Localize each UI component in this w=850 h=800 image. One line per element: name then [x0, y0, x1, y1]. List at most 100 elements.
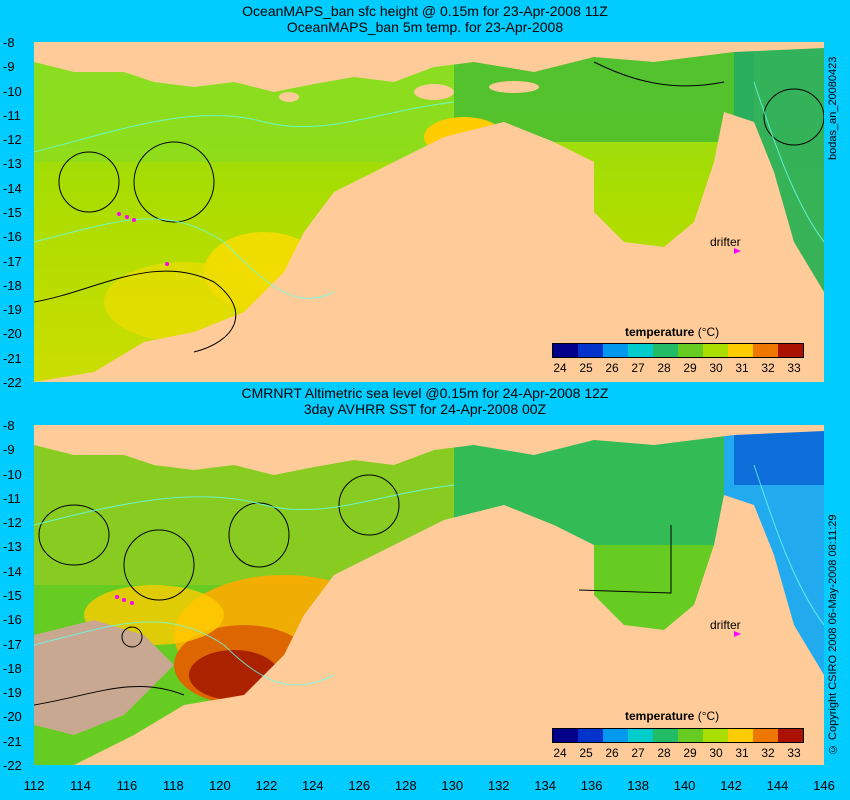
x-tick-label: 120	[209, 778, 231, 793]
bottom-y-tick-label: -20	[3, 709, 22, 725]
top-y-tick-label: -9	[3, 59, 15, 75]
bottom-y-tick-label: -9	[3, 442, 15, 458]
bottom-title-line2: 3day AVHRR SST for 24-Apr-2008 00Z	[303, 401, 547, 417]
top-y-tick-label: -17	[3, 253, 22, 269]
top-drifter-markers	[117, 212, 741, 266]
top-colorbar-tick-label: 31	[735, 361, 749, 375]
bottom-colorbar-swatch	[678, 729, 703, 742]
top-y-tick-label: -22	[3, 375, 22, 390]
bottom-y-tick-label: -12	[3, 515, 22, 531]
bottom-y-tick-label: -11	[3, 490, 21, 506]
bottom-colorbar-tick-label: 26	[605, 746, 619, 760]
top-land-australia	[34, 112, 824, 382]
x-tick-label: 124	[301, 778, 324, 793]
bottom-colorbar-swatch	[628, 729, 653, 742]
top-colorbar-swatch	[753, 344, 778, 357]
top-y-tick-label: -10	[3, 83, 22, 99]
bottom-y-tick-label: -14	[3, 563, 22, 579]
top-y-tick-label: -11	[3, 107, 21, 123]
top-map-canvas	[34, 42, 824, 382]
bottom-colorbar-swatch	[553, 729, 578, 742]
top-colorbar	[552, 343, 804, 358]
bottom-colorbar-tick-label: 30	[709, 746, 723, 760]
top-side-label: bodas_an_20080423	[827, 56, 839, 160]
x-tick-label: 136	[580, 778, 603, 793]
bottom-colorbar-tick-label: 32	[761, 746, 775, 760]
x-tick-label: 114	[70, 778, 91, 793]
x-tick-label: 130	[441, 778, 464, 793]
top-colorbar-tick-label: 25	[579, 361, 593, 375]
bottom-no-data-region	[34, 620, 174, 735]
bottom-legend-title-text: temperature	[625, 709, 695, 723]
x-tick-label: 144	[766, 778, 789, 793]
top-y-tick-label: -16	[3, 229, 22, 245]
top-colorbar-swatch	[578, 344, 603, 357]
bottom-sealevel-contours	[34, 474, 672, 706]
x-tick-label: 146	[813, 778, 835, 793]
bottom-y-tick-label: -19	[3, 685, 22, 701]
bottom-y-tick-label: -13	[3, 539, 22, 555]
bottom-y-tick-label: -17	[3, 636, 22, 652]
top-sealevel-contours	[34, 61, 824, 353]
bottom-colorbar-tick-label: 31	[735, 746, 749, 760]
bottom-land-australia	[74, 495, 824, 765]
bottom-y-tick-label: -10	[3, 466, 22, 482]
top-y-tick-label: -21	[3, 350, 22, 366]
top-colorbar-swatch	[653, 344, 678, 357]
bottom-colorbar-swatch	[778, 729, 803, 742]
bottom-y-tick-label: -16	[3, 612, 22, 628]
bottom-colorbar	[552, 728, 804, 743]
x-tick-label: 134	[534, 778, 557, 793]
top-colorbar-swatch	[603, 344, 628, 357]
bottom-y-tick-label: -8	[3, 418, 15, 433]
bottom-colorbar-tick-label: 25	[579, 746, 593, 760]
top-colorbar-swatch	[728, 344, 753, 357]
top-colorbar-swatch	[678, 344, 703, 357]
x-tick-label: 142	[720, 778, 742, 793]
top-colorbar-swatch	[553, 344, 578, 357]
bottom-drifter-label: drifter	[710, 618, 741, 632]
x-tick-label: 116	[116, 778, 138, 793]
bottom-map-canvas	[34, 425, 824, 765]
top-colorbar-tick-label: 32	[761, 361, 775, 375]
bottom-y-tick-label: -18	[3, 660, 22, 676]
bottom-colorbar-swatch	[753, 729, 778, 742]
top-legend-title: temperature (°C)	[625, 325, 719, 339]
top-legend-unit: (°C)	[697, 325, 720, 339]
x-tick-label: 118	[163, 778, 184, 793]
top-legend-title-text: temperature	[625, 325, 695, 339]
bottom-y-tick-label: -22	[3, 758, 22, 773]
bottom-side-label: © Copyright CSIRO 2008 06-May-2008 08:11…	[827, 514, 839, 755]
bottom-colorbar-swatch	[603, 729, 628, 742]
top-colorbar-tick-label: 33	[787, 361, 801, 375]
top-title-line2: OceanMAPS_ban 5m temp. for 23-Apr-2008	[286, 19, 564, 35]
top-map	[34, 42, 824, 382]
top-colorbar-tick-label: 30	[709, 361, 723, 375]
top-y-tick-label: -8	[3, 35, 15, 50]
x-tick-label: 128	[394, 778, 417, 793]
x-tick-label: 112	[23, 778, 45, 793]
top-colorbar-tick-label: 29	[683, 361, 697, 375]
bottom-colorbar-swatch	[578, 729, 603, 742]
bottom-map	[34, 425, 824, 765]
top-colorbar-tick-label: 28	[657, 361, 671, 375]
top-colorbar-swatch	[778, 344, 803, 357]
x-tick-label: 138	[627, 778, 649, 793]
top-y-tick-label: -19	[3, 302, 22, 318]
bottom-colorbar-swatch	[728, 729, 753, 742]
bottom-colorbar-tick-label: 24	[553, 746, 567, 760]
top-y-tick-label: -15	[3, 205, 22, 220]
x-tick-label: 126	[348, 778, 371, 793]
top-y-tick-label: -20	[3, 326, 22, 342]
bottom-drifter-markers	[115, 595, 741, 637]
top-colorbar-tick-label: 24	[553, 361, 567, 375]
bottom-colorbar-swatch	[653, 729, 678, 742]
x-tick-label: 140	[673, 778, 696, 793]
bottom-bathymetry-contours	[34, 464, 824, 686]
top-colorbar-swatch	[628, 344, 653, 357]
top-drifter-label: drifter	[710, 235, 741, 249]
top-title-line1: OceanMAPS_ban sfc height @ 0.15m for 23-…	[242, 3, 608, 19]
x-tick-label: 122	[255, 778, 278, 793]
bottom-legend-unit: (°C)	[697, 709, 720, 723]
top-bathymetry-contours	[34, 81, 824, 299]
